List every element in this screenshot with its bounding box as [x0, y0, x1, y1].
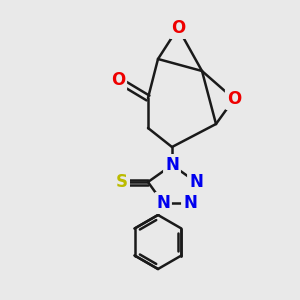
Text: N: N — [189, 173, 203, 191]
Text: N: N — [165, 156, 179, 174]
Text: S: S — [116, 173, 128, 191]
Text: O: O — [111, 71, 125, 89]
Text: N: N — [183, 194, 197, 212]
Text: N: N — [156, 194, 170, 212]
Text: O: O — [227, 90, 241, 108]
Text: O: O — [171, 19, 185, 37]
